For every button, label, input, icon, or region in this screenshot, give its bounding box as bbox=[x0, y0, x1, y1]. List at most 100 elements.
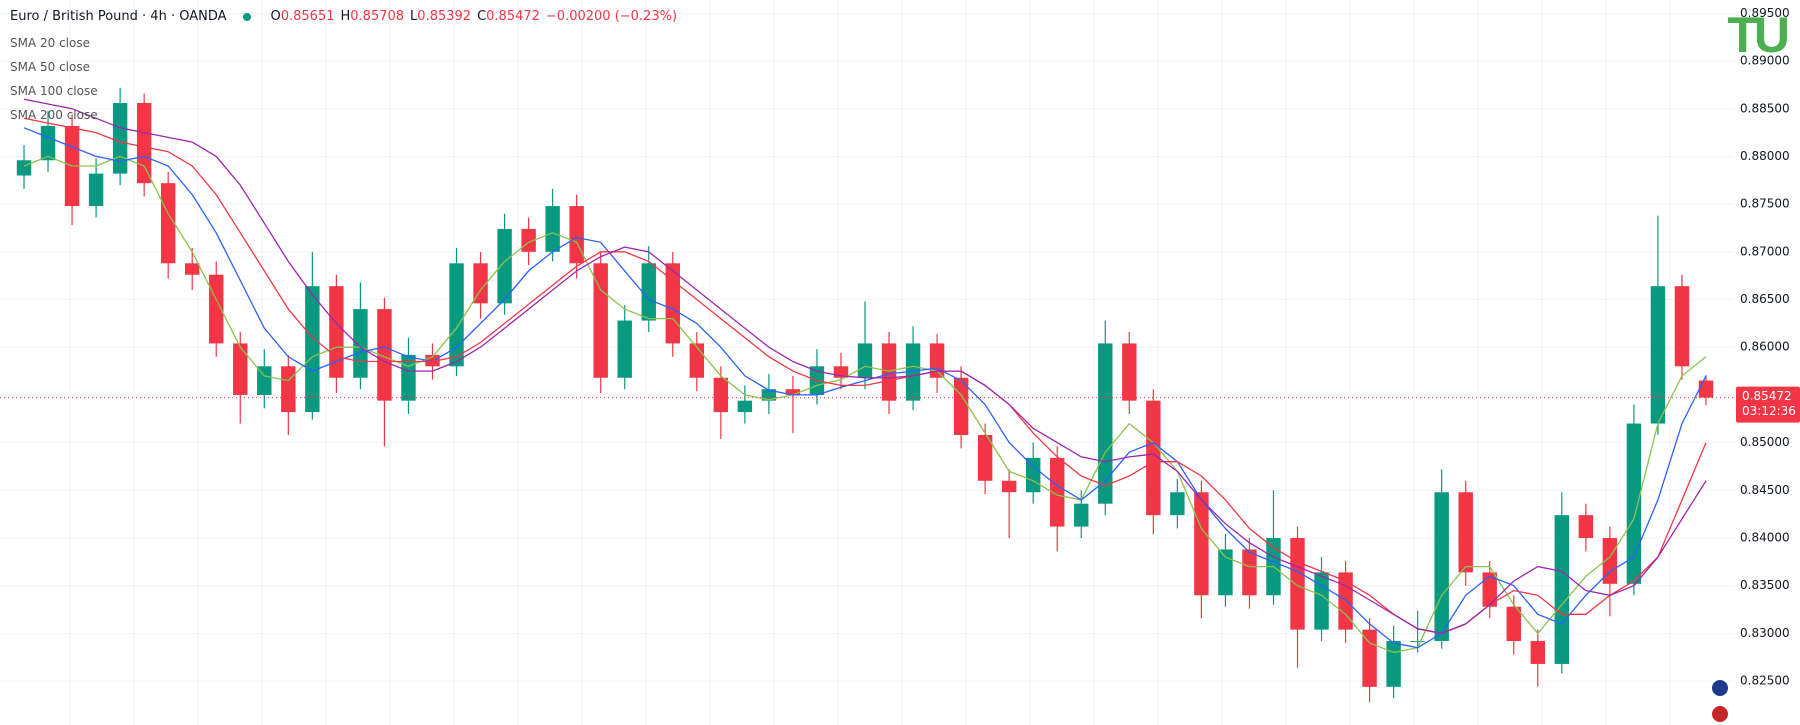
candle-body bbox=[833, 366, 849, 378]
candle-body bbox=[353, 309, 368, 378]
candle-body bbox=[1098, 343, 1113, 504]
indicator-legend[interactable]: SMA 50 close bbox=[10, 60, 90, 74]
y-tick-label: 0.84000 bbox=[1740, 531, 1790, 545]
indicator-legend[interactable]: SMA 100 close bbox=[10, 84, 98, 98]
logo: TU bbox=[1727, 7, 1790, 63]
y-tick-label: 0.84500 bbox=[1740, 483, 1790, 497]
candle-body bbox=[497, 228, 512, 304]
candle-body bbox=[473, 263, 488, 304]
candle-body bbox=[1218, 549, 1233, 596]
candle-body bbox=[1001, 480, 1017, 493]
candle-body bbox=[617, 320, 632, 378]
candle-body bbox=[88, 173, 104, 207]
candle-body bbox=[377, 309, 392, 401]
candle-body bbox=[40, 125, 56, 161]
value: 0.85392 bbox=[417, 9, 472, 24]
y-tick-label: 0.88000 bbox=[1740, 149, 1790, 163]
candle-body bbox=[1482, 572, 1497, 607]
y-tick-label: 0.83000 bbox=[1740, 626, 1790, 640]
candle-body bbox=[785, 389, 801, 395]
candle-body bbox=[1626, 423, 1642, 584]
y-tick-label: 0.87000 bbox=[1740, 244, 1790, 258]
candle-body bbox=[1362, 629, 1377, 687]
candle-body bbox=[761, 389, 777, 401]
candle-body bbox=[905, 343, 921, 401]
candle-body bbox=[1290, 538, 1305, 630]
value: 0.85708 bbox=[350, 9, 405, 24]
indicator-legend[interactable]: SMA 20 close bbox=[10, 36, 90, 50]
candle-body bbox=[1674, 286, 1690, 367]
candle-body bbox=[1530, 641, 1545, 664]
candle-body bbox=[569, 206, 584, 264]
candle-body bbox=[545, 206, 560, 252]
y-tick-label: 0.89500 bbox=[1740, 6, 1790, 20]
candle-body bbox=[521, 228, 536, 252]
candle-body bbox=[136, 103, 152, 184]
y-tick-label: 0.88500 bbox=[1740, 101, 1790, 115]
candle-body bbox=[233, 343, 248, 395]
candle-body bbox=[689, 343, 705, 378]
y-tick-label: 0.86500 bbox=[1740, 292, 1790, 306]
indicator-legend[interactable]: SMA 200 close bbox=[10, 108, 98, 122]
candle-body bbox=[1074, 503, 1089, 527]
value: 0.85651 bbox=[280, 9, 335, 24]
label: H bbox=[340, 9, 351, 24]
candle-body bbox=[1506, 606, 1521, 642]
sma-line bbox=[23, 155, 1707, 654]
y-tick-label: 0.89000 bbox=[1740, 54, 1790, 68]
last-price-box bbox=[1736, 386, 1800, 423]
candle-body bbox=[1578, 515, 1594, 539]
market-status bbox=[242, 12, 251, 21]
y-tick-label: 0.85000 bbox=[1740, 435, 1790, 449]
candle-body bbox=[1146, 400, 1161, 516]
candle-body bbox=[1650, 286, 1666, 424]
symbol-title[interactable]: Euro / British Pound · 4h · OANDA bbox=[10, 9, 227, 24]
candle-body bbox=[1170, 492, 1185, 516]
candle-body bbox=[1458, 492, 1473, 573]
candle-body bbox=[1698, 380, 1714, 398]
last-price-label: 0.85472 bbox=[1742, 389, 1792, 403]
candle-body bbox=[737, 400, 753, 413]
label: O bbox=[270, 9, 281, 24]
symbol-header: Euro / British Pound · 4h · OANDA O0.856… bbox=[10, 9, 677, 24]
candle-body bbox=[713, 377, 729, 413]
y-tick-label: 0.82500 bbox=[1740, 674, 1790, 688]
candle-body bbox=[881, 343, 897, 401]
ohlc-close: C0.85472 bbox=[477, 9, 540, 24]
ohlc-open: O0.85651 bbox=[271, 9, 335, 24]
candle-body bbox=[1554, 515, 1570, 664]
candle-body bbox=[449, 263, 464, 367]
y-tick-label: 0.83500 bbox=[1740, 578, 1790, 592]
candle-body bbox=[1122, 343, 1137, 401]
label: L bbox=[410, 9, 418, 24]
candle-body bbox=[977, 435, 993, 481]
y-tick-label: 0.87500 bbox=[1740, 197, 1790, 211]
candle-body bbox=[329, 286, 344, 378]
candle-body bbox=[425, 354, 440, 367]
event-icon bbox=[1710, 704, 1730, 724]
candle-body bbox=[857, 343, 873, 378]
candle-body bbox=[305, 286, 320, 413]
sma-line bbox=[23, 98, 1707, 635]
y-tick-label: 0.86000 bbox=[1740, 340, 1790, 354]
candle-body bbox=[1410, 641, 1425, 643]
candle-body bbox=[160, 183, 176, 264]
sma-line bbox=[23, 127, 1707, 649]
label: C bbox=[477, 9, 487, 24]
value: 0.85472 bbox=[486, 9, 540, 24]
candle-body bbox=[112, 103, 128, 174]
candle-body bbox=[1242, 549, 1257, 596]
change: −0.00200 (−0.23%) bbox=[545, 9, 678, 24]
event-icon bbox=[1710, 678, 1730, 698]
candle-body bbox=[401, 354, 416, 401]
candle-body bbox=[593, 263, 608, 378]
candle-body bbox=[1314, 572, 1329, 630]
candle-body bbox=[185, 263, 200, 275]
candle-body bbox=[1386, 641, 1401, 687]
candle-body bbox=[257, 366, 272, 395]
candle-body bbox=[641, 263, 656, 321]
candle-body bbox=[16, 160, 32, 176]
candle-body bbox=[1602, 538, 1618, 584]
